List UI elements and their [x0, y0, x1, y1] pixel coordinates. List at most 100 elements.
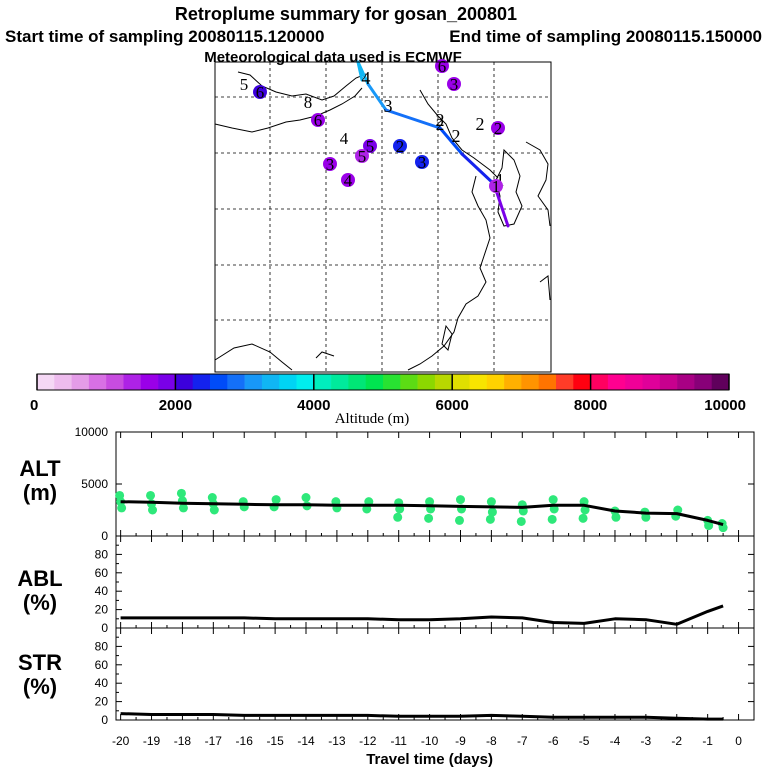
- x-tick-label: -6: [548, 734, 559, 748]
- cluster-label: 2: [494, 119, 503, 138]
- altitude-cluster-point: [393, 512, 403, 522]
- colorbar-swatch: [607, 374, 626, 390]
- x-tick-label: -10: [421, 734, 439, 748]
- cluster-label: 6: [438, 57, 447, 76]
- x-tick-label: -13: [328, 734, 346, 748]
- cluster-marker: [491, 121, 505, 135]
- cluster-label: 5: [366, 137, 375, 156]
- colorbar-swatch: [54, 374, 72, 390]
- panel-frame: [115, 431, 755, 537]
- cluster-label: 8: [304, 93, 313, 112]
- x-tick-label: -12: [359, 734, 377, 748]
- cluster-marker: [323, 157, 337, 171]
- cluster-marker: [489, 179, 503, 193]
- colorbar-swatch: [486, 374, 505, 390]
- x-tick-label: -20: [112, 734, 130, 748]
- japan-west: [525, 141, 551, 227]
- cluster-marker: [393, 139, 407, 153]
- colorbar-swatch: [504, 374, 522, 390]
- x-tick-label: -3: [641, 734, 652, 748]
- altitude-cluster-point: [547, 514, 557, 524]
- colorbar-swatch: [365, 374, 384, 390]
- end-time-title: End time of sampling 20080115.150000: [449, 27, 762, 46]
- y-tick-label: 5000: [81, 477, 108, 491]
- y-tick-label: 20: [95, 603, 109, 617]
- map-grid: [215, 62, 551, 372]
- trajectory-cluster: 5: [240, 75, 249, 94]
- series-line: [120, 604, 724, 626]
- japan-south: [539, 275, 551, 301]
- colorbar-swatch: [694, 374, 712, 390]
- route-time-label: 1: [496, 170, 505, 190]
- trajectory-cluster: 3: [447, 75, 461, 94]
- colorbar-swatch: [469, 374, 488, 390]
- cluster-label: 5: [240, 75, 249, 94]
- trajectory-cluster: 2: [491, 119, 505, 138]
- colorbar-swatch: [573, 374, 591, 390]
- colorbar-swatch: [37, 374, 55, 390]
- y-tick-label: 0: [101, 713, 108, 727]
- trajectory-cluster: 1: [489, 177, 503, 196]
- southwest-border: [214, 343, 293, 371]
- cluster-label: 4: [344, 171, 353, 190]
- trajectory-segment: [384, 108, 442, 130]
- y-tick-label: 40: [95, 584, 109, 598]
- altitude-cluster-point: [301, 493, 311, 503]
- cluster-label: 1: [492, 177, 501, 196]
- x-tick-label: -2: [671, 734, 682, 748]
- trajectory-segment: [460, 152, 496, 186]
- y-tick-label: 80: [95, 639, 109, 653]
- met-data-title: Meteorological data used is ECMWF: [204, 49, 462, 66]
- colorbar-swatch: [521, 374, 539, 390]
- time-series-panels: 0500010000ALT(m)020406080ABL(%)020406080…: [17, 425, 755, 768]
- colorbar-swatch: [88, 374, 107, 390]
- x-tick-label: -11: [390, 734, 407, 748]
- colorbar-swatch: [210, 374, 228, 390]
- altitude-cluster-point: [486, 497, 496, 507]
- trajectory-cluster: 2: [393, 137, 407, 156]
- y-tick-label: 40: [95, 676, 109, 690]
- route-time-label: 2: [452, 126, 461, 146]
- colorbar-swatch: [400, 374, 418, 390]
- coastline-east: [407, 175, 491, 371]
- cluster-label: 6: [314, 111, 323, 130]
- altitude-cluster-point: [485, 514, 495, 524]
- cluster-label: 4: [340, 129, 349, 148]
- colorbar-tick-label: 4000: [297, 397, 330, 414]
- taiwan: [441, 324, 453, 351]
- colorbar-swatch: [452, 374, 470, 390]
- trajectory-segment: [366, 82, 388, 112]
- coastline-bohai: [419, 89, 499, 179]
- route-time-label: 2: [436, 110, 445, 130]
- x-axis-label: Travel time (days): [366, 751, 493, 768]
- coastline-north: [237, 71, 367, 101]
- colorbar-swatch: [140, 374, 159, 390]
- main-title: Retroplume summary for gosan_200801: [175, 4, 517, 24]
- colorbar-tick-label: 0: [30, 397, 38, 414]
- colorbar-swatch: [677, 374, 695, 390]
- colorbar-swatch: [625, 374, 643, 390]
- cluster-marker: [311, 113, 325, 127]
- altitude-cluster-point: [454, 515, 464, 525]
- colorbar-swatch: [227, 374, 245, 390]
- y-tick-label: 0: [101, 621, 108, 635]
- colorbar-tick-label: 10000: [704, 397, 746, 414]
- colorbar-tick-label: 2000: [159, 397, 192, 414]
- altitude-cluster-point: [704, 521, 714, 531]
- colorbar-swatch: [417, 374, 436, 390]
- route-time-label: 3: [384, 96, 393, 116]
- colorbar-tick-label: 8000: [574, 397, 607, 414]
- trajectory-cluster: 4: [341, 171, 355, 190]
- y-tick-label: 10000: [75, 425, 109, 439]
- colorbar-swatch: [158, 374, 176, 390]
- colorbar-swatch: [296, 374, 315, 390]
- colorbar-swatch: [711, 374, 730, 390]
- x-tick-label: -16: [236, 734, 254, 748]
- altitude-cluster-point: [146, 490, 156, 500]
- x-tick-label: -19: [143, 734, 161, 748]
- cluster-label: 2: [436, 115, 445, 134]
- x-tick-label: -1: [702, 734, 713, 748]
- altitude-cluster-point: [580, 505, 590, 515]
